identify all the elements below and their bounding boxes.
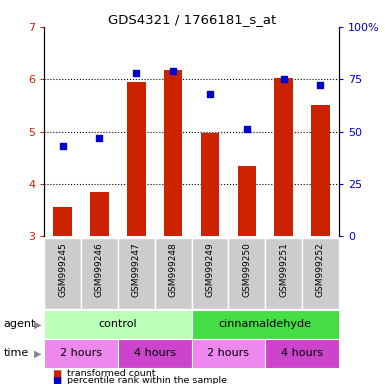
- FancyBboxPatch shape: [44, 238, 81, 309]
- FancyBboxPatch shape: [118, 238, 155, 309]
- Text: 2 hours: 2 hours: [208, 348, 249, 359]
- Text: ■: ■: [52, 369, 61, 379]
- Bar: [127, 82, 146, 236]
- Text: GSM999246: GSM999246: [95, 243, 104, 298]
- Point: [317, 83, 323, 89]
- Text: GSM999247: GSM999247: [132, 243, 141, 298]
- Point: [96, 135, 102, 141]
- Bar: [201, 132, 219, 236]
- Text: percentile rank within the sample: percentile rank within the sample: [67, 376, 228, 384]
- Text: GSM999245: GSM999245: [58, 243, 67, 298]
- FancyBboxPatch shape: [228, 238, 265, 309]
- FancyBboxPatch shape: [192, 339, 265, 368]
- Text: ■: ■: [52, 376, 61, 384]
- Text: 4 hours: 4 hours: [134, 348, 176, 359]
- Bar: [54, 207, 72, 236]
- Text: GDS4321 / 1766181_s_at: GDS4321 / 1766181_s_at: [108, 13, 277, 26]
- Text: control: control: [99, 319, 137, 329]
- Text: GSM999248: GSM999248: [169, 243, 177, 298]
- Text: ▶: ▶: [34, 319, 42, 329]
- FancyBboxPatch shape: [118, 339, 192, 368]
- Point: [170, 68, 176, 74]
- Text: GSM999251: GSM999251: [279, 243, 288, 298]
- Bar: [90, 192, 109, 236]
- Text: cinnamaldehyde: cinnamaldehyde: [219, 319, 312, 329]
- Text: GSM999250: GSM999250: [242, 243, 251, 298]
- Text: 4 hours: 4 hours: [281, 348, 323, 359]
- FancyBboxPatch shape: [192, 310, 339, 339]
- Text: ▶: ▶: [34, 348, 42, 359]
- Text: transformed count: transformed count: [67, 369, 156, 378]
- FancyBboxPatch shape: [81, 238, 118, 309]
- FancyBboxPatch shape: [302, 238, 339, 309]
- FancyBboxPatch shape: [44, 310, 192, 339]
- FancyBboxPatch shape: [192, 238, 228, 309]
- Point: [281, 76, 287, 82]
- Bar: [238, 166, 256, 236]
- Text: 2 hours: 2 hours: [60, 348, 102, 359]
- Bar: [275, 78, 293, 236]
- Text: GSM999249: GSM999249: [206, 243, 214, 298]
- Text: agent: agent: [4, 319, 36, 329]
- Point: [207, 91, 213, 97]
- Bar: [311, 105, 330, 236]
- FancyBboxPatch shape: [265, 339, 339, 368]
- Text: GSM999252: GSM999252: [316, 243, 325, 298]
- Point: [133, 70, 139, 76]
- FancyBboxPatch shape: [44, 339, 118, 368]
- Point: [60, 143, 66, 149]
- FancyBboxPatch shape: [265, 238, 302, 309]
- Text: time: time: [4, 348, 29, 359]
- FancyBboxPatch shape: [155, 238, 192, 309]
- Bar: [164, 70, 182, 236]
- Point: [244, 126, 250, 132]
